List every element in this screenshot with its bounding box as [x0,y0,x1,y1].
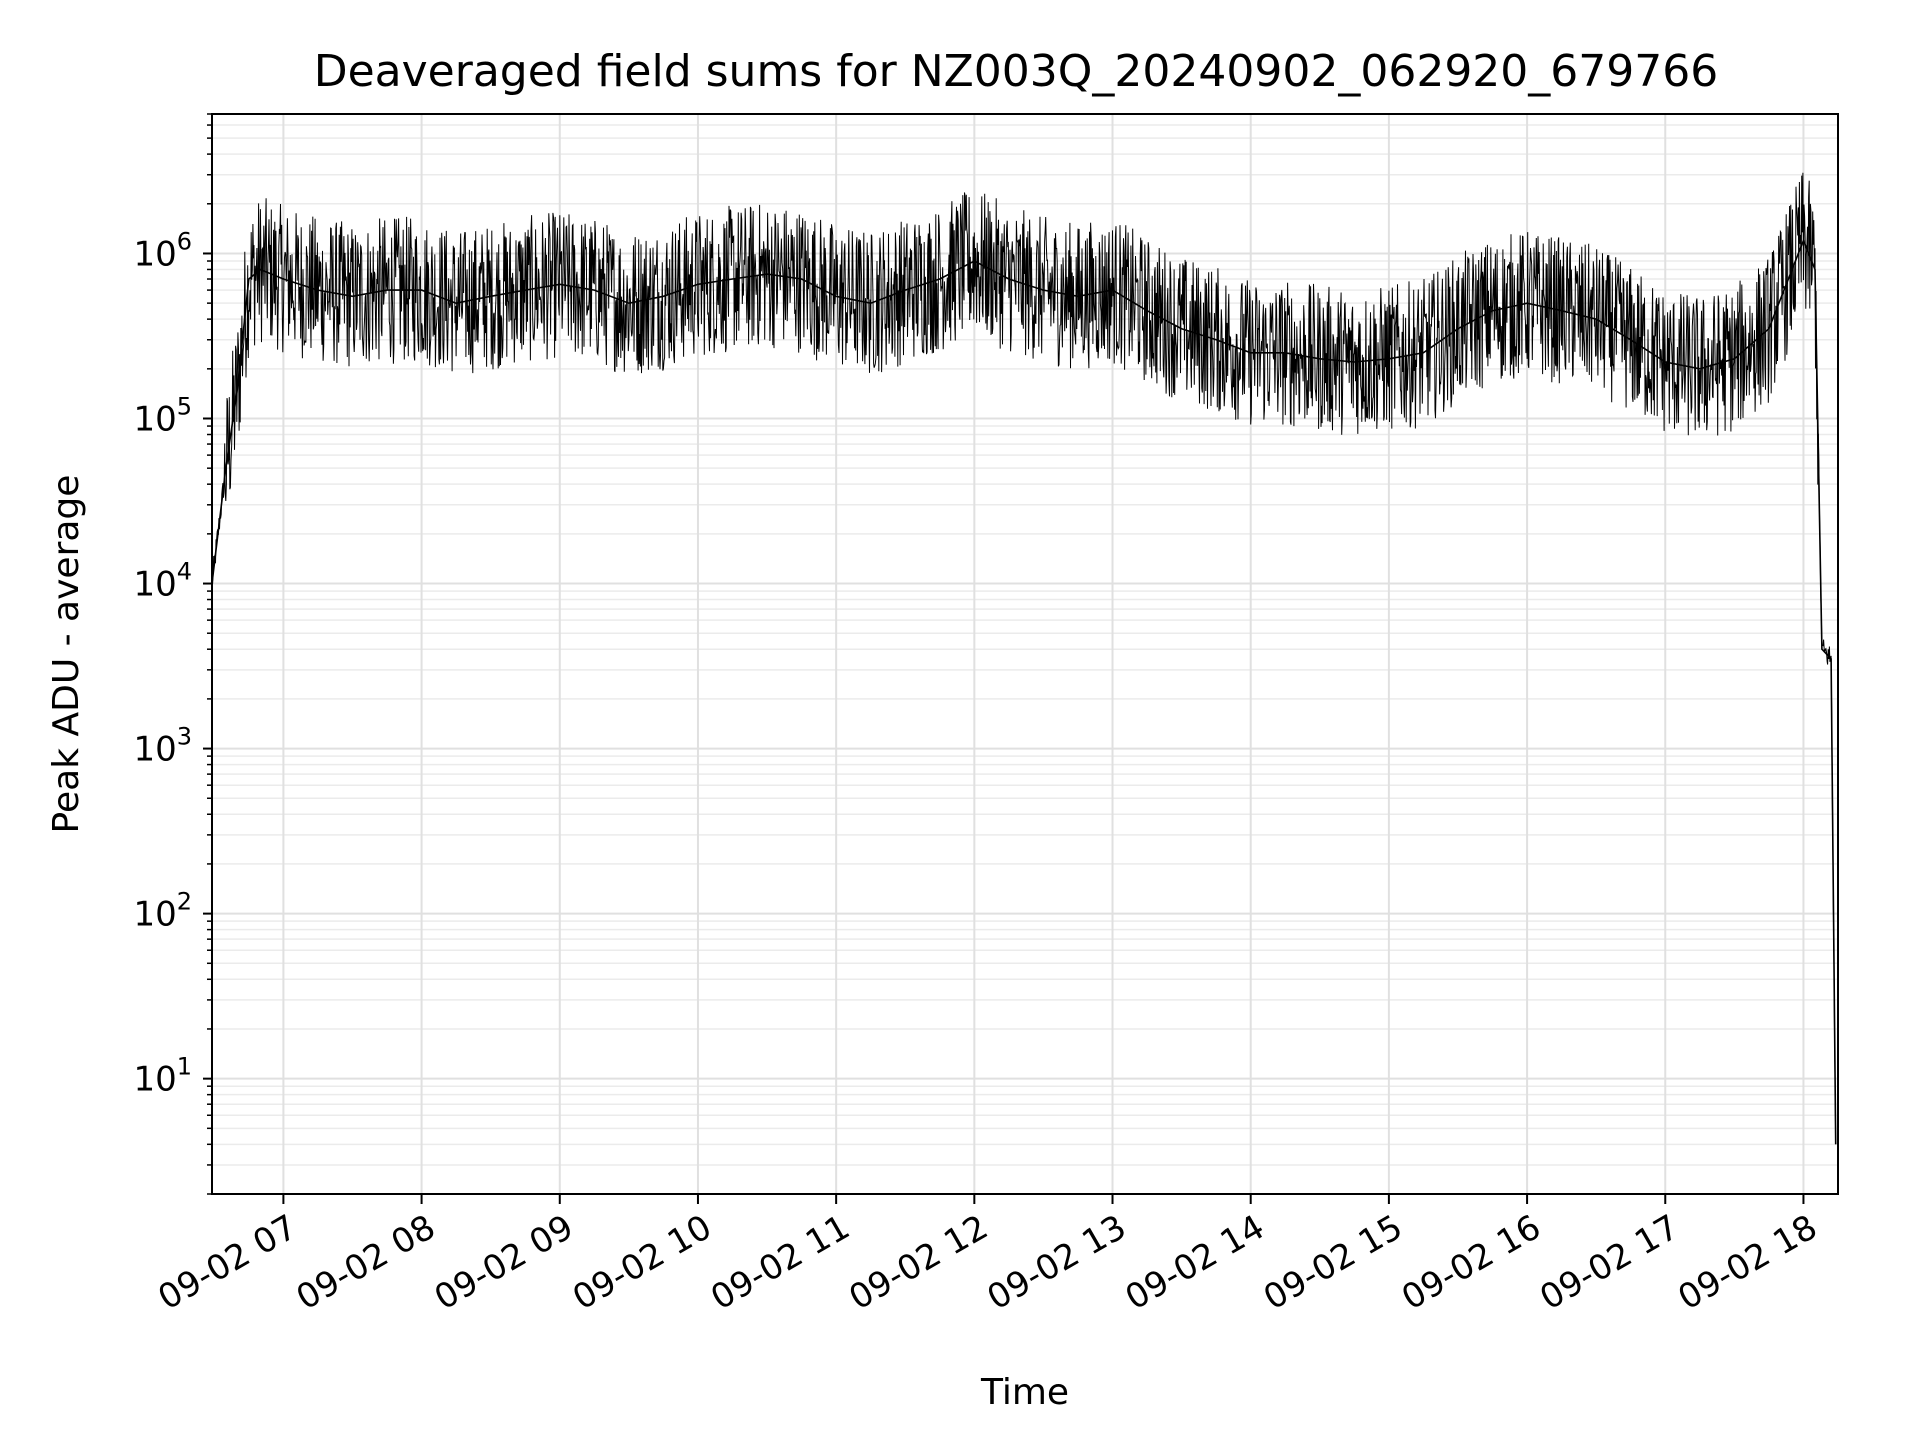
x-tick-label: 09-02 08 [290,1207,442,1318]
y-tick-label: 104 [133,558,192,605]
y-axis-label: Peak ADU - average [46,475,87,834]
series-layer [211,172,1837,1145]
y-tick-label: 105 [133,393,192,440]
x-tick-label: 09-02 13 [981,1207,1133,1318]
chart-title: Deaveraged field sums for NZ003Q_2024090… [314,46,1719,97]
y-tick-label: 102 [133,888,192,935]
y-tick-label: 106 [133,227,192,274]
x-tick-label: 09-02 16 [1395,1207,1547,1318]
x-tick-label: 09-02 15 [1257,1207,1409,1318]
y-axis: 101 102 103 104 105 106 [133,113,212,1195]
x-tick-label: 09-02 18 [1672,1207,1824,1318]
x-axis-label: Time [980,1372,1069,1413]
x-tick-label: 09-02 17 [1533,1207,1685,1318]
y-tick-label: 103 [133,723,192,770]
series-trace-0 [211,172,1837,1145]
x-tick-label: 09-02 07 [152,1207,304,1318]
x-tick-label: 09-02 09 [428,1207,580,1318]
x-tick-label: 09-02 12 [842,1207,994,1318]
grid [212,113,1838,1195]
x-tick-label: 09-02 14 [1119,1207,1271,1318]
y-tick-label: 101 [133,1053,192,1100]
series-line-0 [211,238,1837,1145]
x-tick-label: 09-02 11 [704,1207,856,1318]
x-tick-label: 09-02 10 [566,1207,718,1318]
plot-frame [211,113,1839,1195]
